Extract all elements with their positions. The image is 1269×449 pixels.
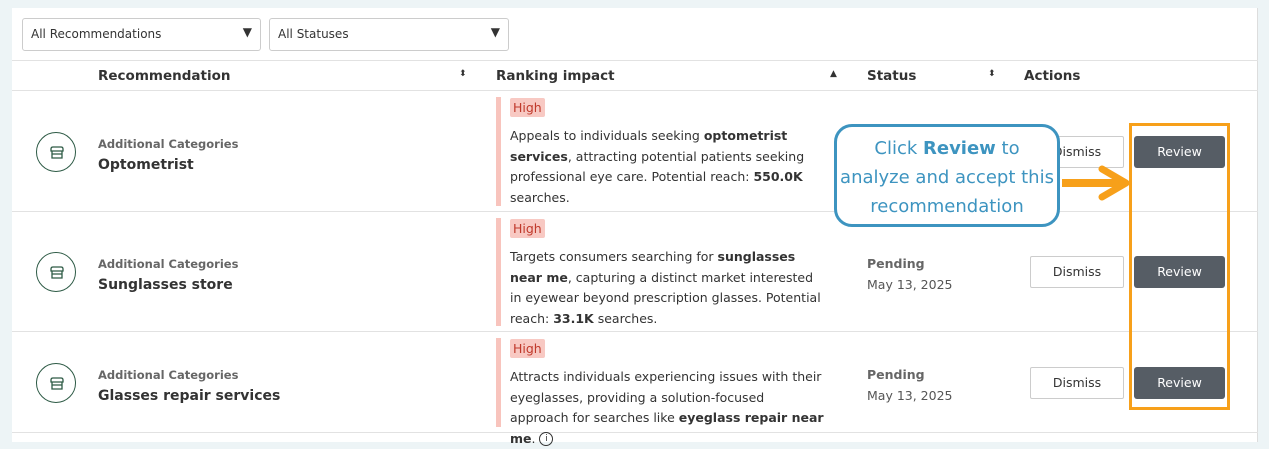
impact-badge: High	[510, 219, 545, 238]
dropdown-arrow-icon: ▼	[242, 25, 252, 39]
impact-bar	[496, 218, 501, 326]
arrow-right-icon	[1062, 165, 1130, 201]
status-filter-select[interactable]: All Statuses ▼	[269, 18, 509, 51]
column-header-status[interactable]: Status	[867, 68, 917, 84]
review-button[interactable]: Review	[1134, 256, 1225, 288]
impact-badge: High	[510, 98, 545, 117]
column-header-ranking-impact[interactable]: Ranking impact	[496, 68, 615, 84]
storefront-icon	[36, 131, 76, 172]
status-label: Pending	[867, 256, 925, 271]
column-header-recommendation[interactable]: Recommendation	[98, 68, 231, 84]
storefront-icon	[36, 362, 76, 403]
impact-bar	[496, 338, 501, 427]
status-date: May 13, 2025	[867, 277, 953, 292]
review-button[interactable]: Review	[1134, 135, 1225, 168]
storefront-icon	[36, 252, 76, 292]
table-header: Recommendation ⬍ Ranking impact ▲ Status…	[12, 60, 1258, 91]
impact-description: Appeals to individuals seeking optometri…	[510, 128, 805, 205]
recommendation-category: Additional Categories	[98, 367, 239, 382]
recommendation-filter-select[interactable]: All Recommendations ▼	[22, 18, 261, 51]
filter-value: All Recommendations	[31, 27, 162, 41]
sort-ascending-icon[interactable]: ▲	[830, 69, 837, 79]
impact-badge: High	[510, 339, 545, 358]
impact-description: Targets consumers searching for sunglass…	[510, 249, 821, 326]
status-label: Pending	[867, 366, 925, 382]
column-header-actions: Actions	[1024, 68, 1081, 84]
dismiss-button[interactable]: Dismiss	[1030, 256, 1124, 288]
dismiss-button[interactable]: Dismiss	[1030, 366, 1124, 399]
table-row: Additional Categories Sunglasses store H…	[12, 212, 1258, 332]
filter-value: All Statuses	[278, 27, 349, 41]
table-row: Additional Categories Optometrist High A…	[12, 91, 1258, 212]
recommendation-name: Optometrist	[98, 156, 194, 173]
tutorial-callout: Click Review to analyze and accept this …	[834, 124, 1060, 227]
table-row: Additional Categories Glasses repair ser…	[12, 332, 1258, 446]
impact-bar	[496, 97, 501, 206]
impact-description: Attracts individuals experiencing issues…	[510, 369, 824, 446]
recommendation-category: Additional Categories	[98, 136, 239, 151]
info-icon[interactable]: i	[539, 432, 554, 446]
sort-icon[interactable]: ⬍	[459, 69, 467, 79]
recommendation-category: Additional Categories	[98, 257, 239, 271]
dropdown-arrow-icon: ▼	[490, 25, 500, 39]
status-date: May 13, 2025	[867, 387, 953, 403]
recommendation-name: Glasses repair services	[98, 387, 281, 404]
sort-icon[interactable]: ⬍	[988, 69, 996, 79]
review-highlight-box	[1129, 123, 1230, 410]
recommendation-name: Sunglasses store	[98, 277, 233, 293]
review-button[interactable]: Review	[1134, 366, 1225, 399]
